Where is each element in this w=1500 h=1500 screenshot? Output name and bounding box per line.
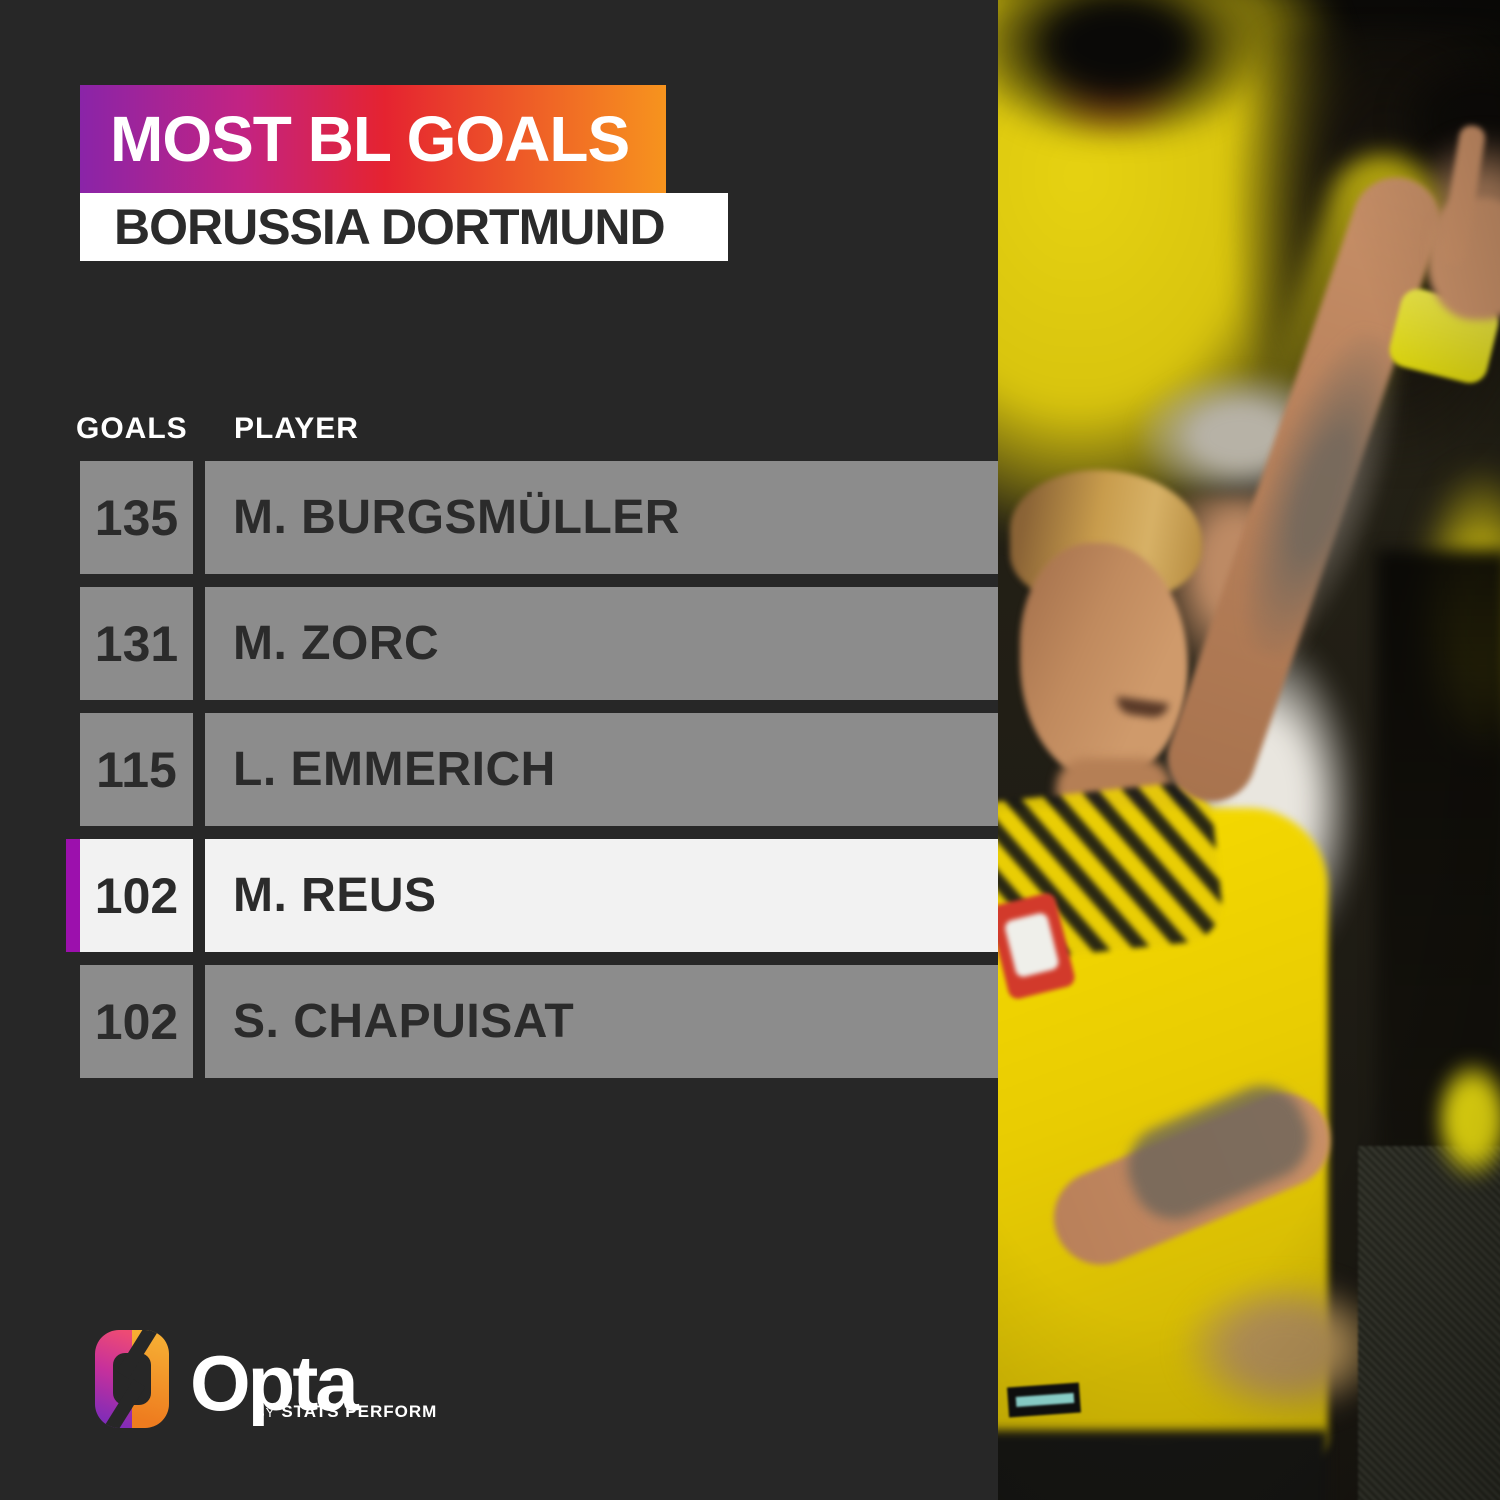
brand-byline-company: STATS PERFORM — [281, 1402, 438, 1421]
title-banner: MOST BL GOALS — [80, 85, 666, 193]
page-title: MOST BL GOALS — [110, 103, 630, 175]
goals-cell: 102 — [80, 839, 193, 952]
goals-cell: 115 — [80, 713, 193, 826]
player-photo — [998, 0, 1500, 1500]
black-shorts — [998, 1430, 1328, 1500]
brand-byline-prefix: BY — [256, 1405, 276, 1420]
player-cell: S. CHAPUISAT — [205, 965, 998, 1078]
player-cell: M. BURGSMÜLLER — [205, 461, 998, 574]
player-cell: L. EMMERICH — [205, 713, 998, 826]
opta-logo-icon — [95, 1330, 169, 1428]
brand-byline: BY STATS PERFORM — [256, 1402, 437, 1422]
textured-chair — [1358, 1146, 1500, 1500]
crowd-shadow — [998, 0, 1268, 140]
player-cell: M. ZORC — [205, 587, 998, 700]
crowd-yellow-blob — [1434, 1060, 1500, 1180]
highlight-accent-bar — [66, 839, 80, 952]
column-header-player: PLAYER — [234, 412, 359, 445]
player-face — [1020, 543, 1188, 781]
photo-vignette — [998, 0, 1500, 1500]
page-subtitle: BORUSSIA DORTMUND — [114, 199, 666, 255]
goals-cell: 135 — [80, 461, 193, 574]
background-bench-blur — [1183, 1280, 1388, 1415]
column-header-goals: GOALS — [76, 412, 188, 445]
goals-cell: 102 — [80, 965, 193, 1078]
player-cell: M. REUS — [205, 839, 998, 952]
subtitle-banner: BORUSSIA DORTMUND — [80, 193, 728, 261]
brand-name: Opta — [190, 1339, 359, 1427]
goals-cell: 131 — [80, 587, 193, 700]
